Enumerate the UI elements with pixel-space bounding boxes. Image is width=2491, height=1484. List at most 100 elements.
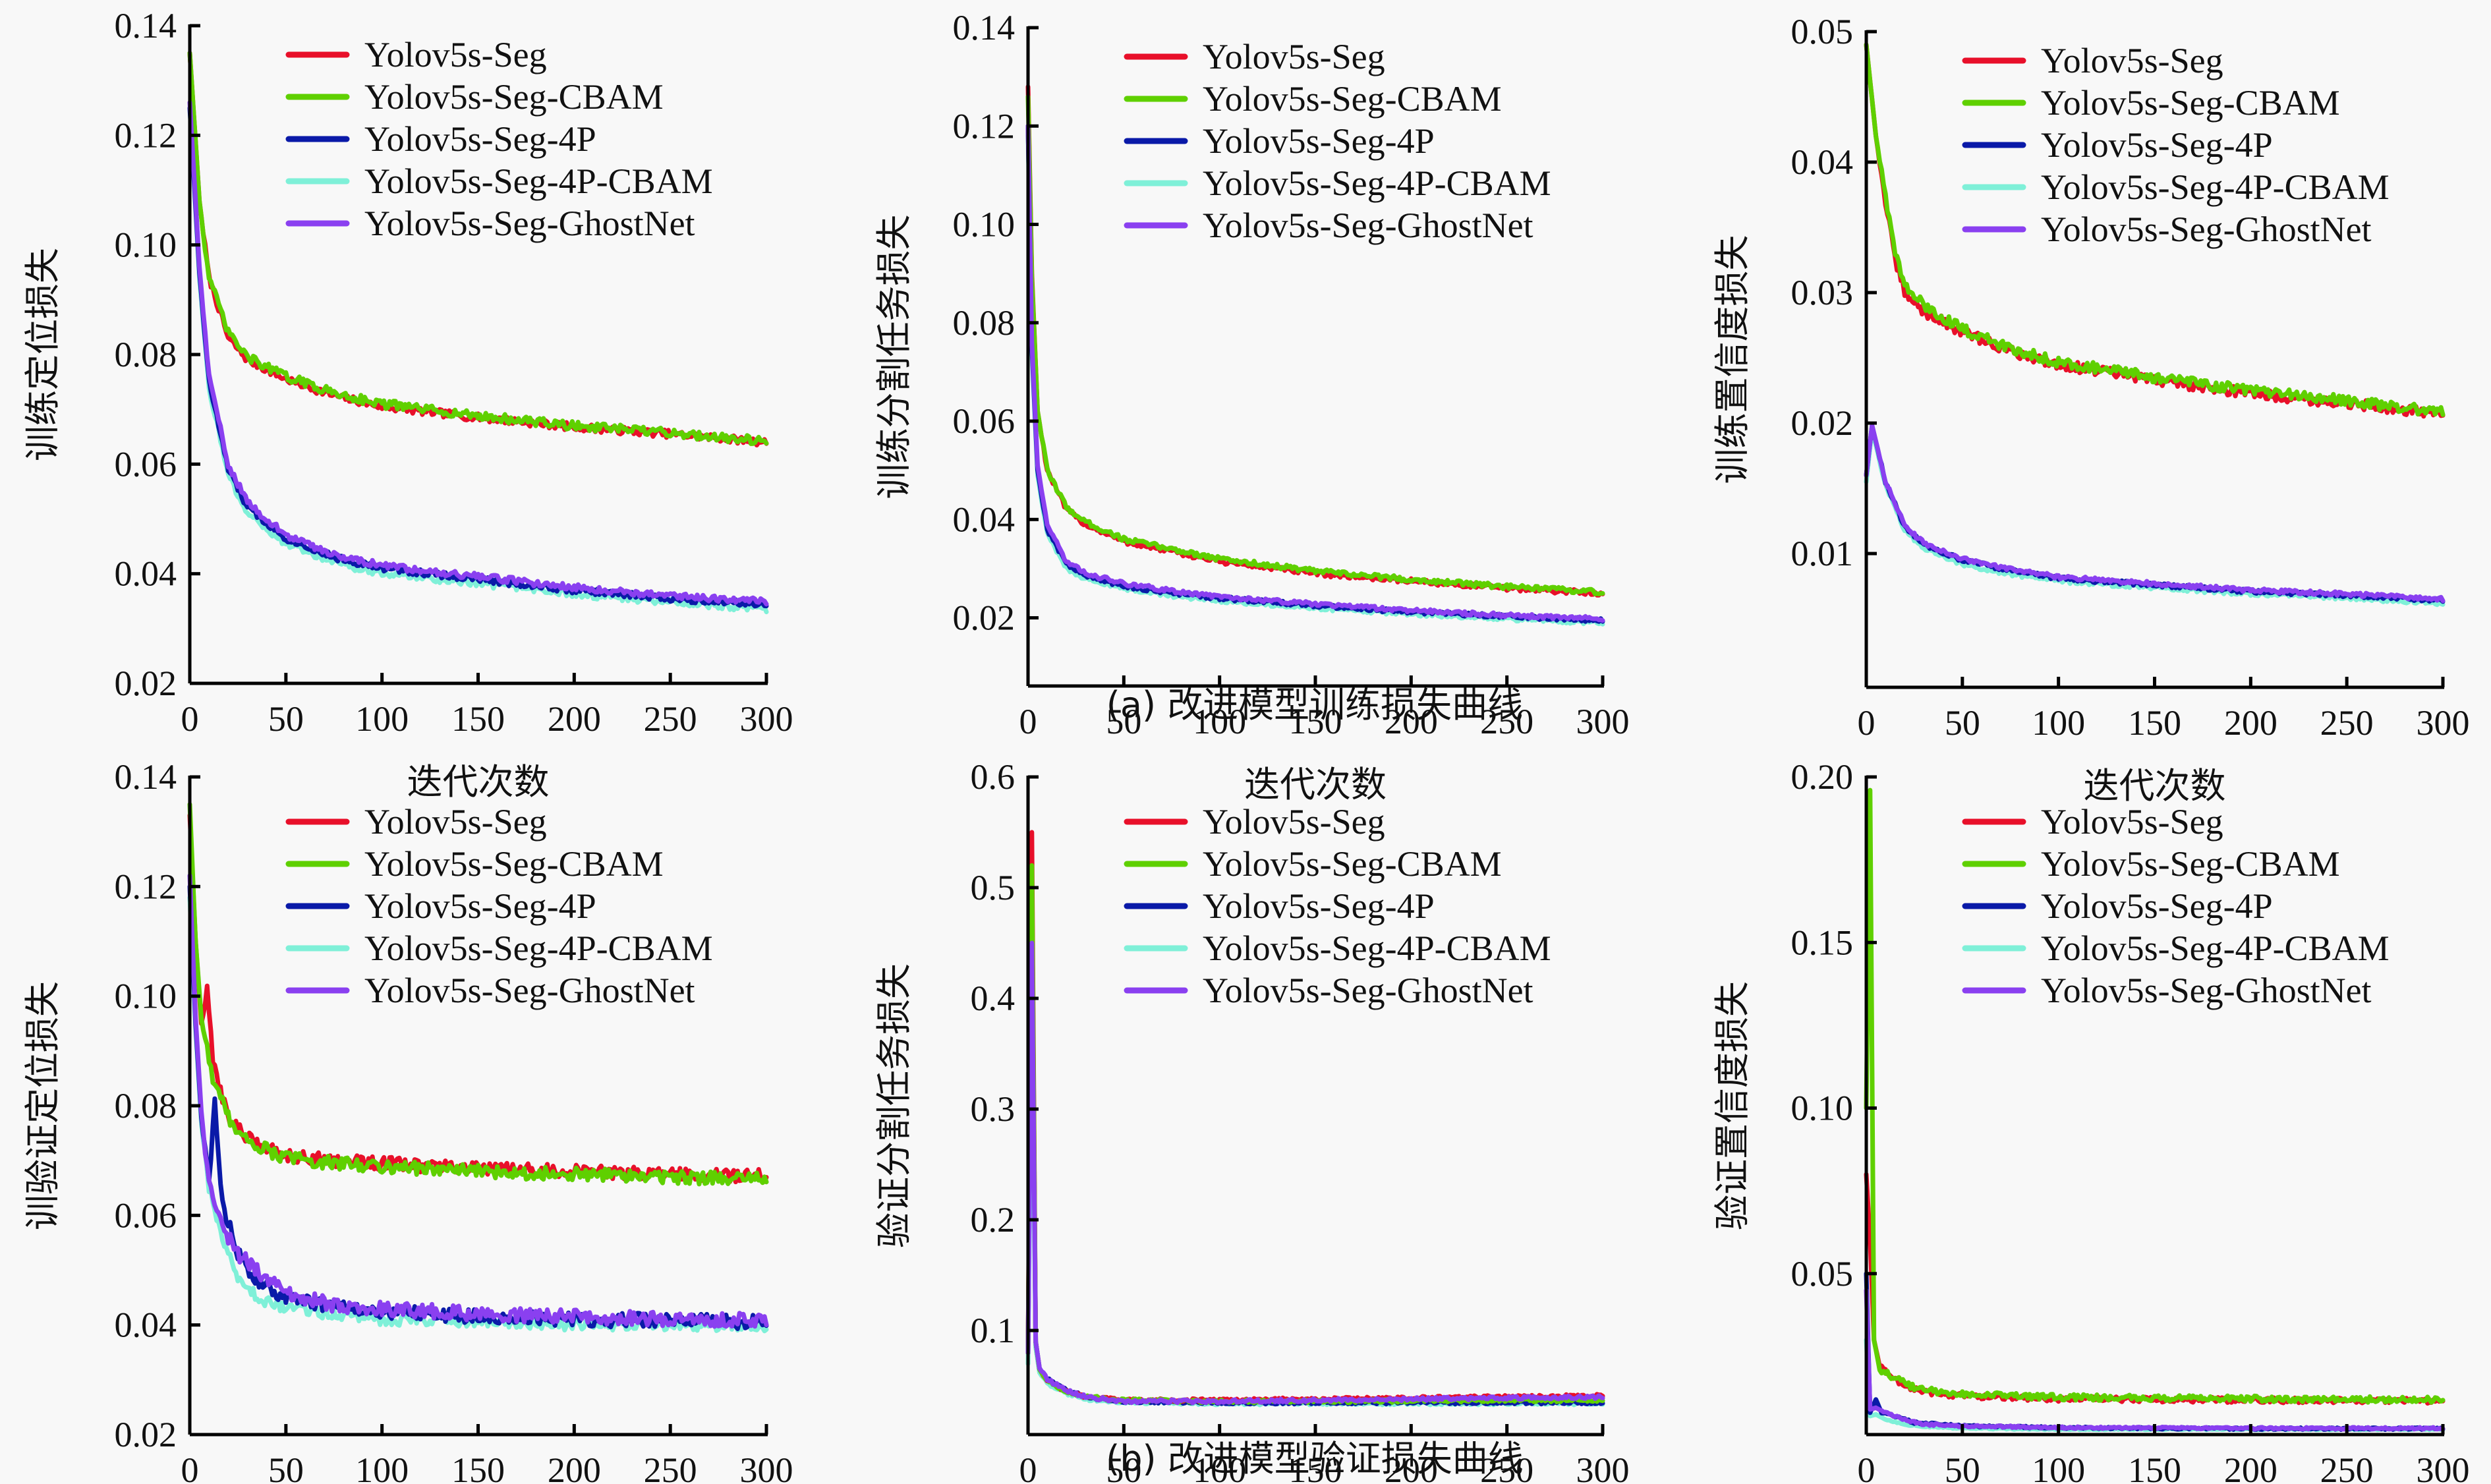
- legend-label: Yolov5s-Seg-CBAM: [364, 77, 664, 117]
- y-tick-label: 0.12: [115, 867, 177, 906]
- y-tick-label: 0.04: [953, 499, 1016, 539]
- series-line-yolov5s-seg-ghostnet: [1025, 940, 1605, 1406]
- legend-label: Yolov5s-Seg-CBAM: [1203, 844, 1502, 884]
- legend-label: Yolov5s-Seg-CBAM: [2041, 83, 2340, 123]
- legend-label: Yolov5s-Seg-GhostNet: [364, 971, 695, 1010]
- chart-panel-4: 0.02 0.04 0.06 0.08 0.10 0.12 0.14 0 50 100 150 200…: [22, 757, 793, 1484]
- x-tick-label: 0: [1858, 1450, 1875, 1484]
- legend-label: Yolov5s-Seg: [2041, 41, 2223, 80]
- x-tick-label: 0: [1858, 703, 1875, 743]
- legend-label: Yolov5s-Seg: [2041, 802, 2223, 842]
- legend-label: Yolov5s-Seg-4P-CBAM: [1203, 163, 1551, 203]
- y-tick-label: 0.12: [953, 106, 1016, 146]
- y-axis-title: 验证置信度损失: [1711, 981, 1753, 1230]
- y-tick-label: 0.02: [953, 598, 1016, 638]
- legend-label: Yolov5s-Seg-4P-CBAM: [2041, 167, 2390, 207]
- x-tick-label: 300: [740, 699, 793, 739]
- y-tick-label: 0.05: [1791, 1254, 1854, 1294]
- x-tick-label: 250: [2320, 1450, 2374, 1484]
- x-tick-label: 200: [1385, 1450, 1438, 1484]
- x-tick-label: 250: [644, 699, 697, 739]
- y-tick-label: 0.14: [115, 757, 177, 797]
- y-tick-label: 0.10: [1791, 1089, 1854, 1128]
- series-line-yolov5s-seg-ghostnet: [1864, 423, 2446, 604]
- y-tick-label: 0.02: [115, 1415, 177, 1454]
- series-line-yolov5s-seg-ghostnet: [1025, 123, 1605, 623]
- series-line-yolov5s-seg-cbam: [187, 51, 769, 446]
- legend-label: Yolov5s-Seg: [364, 35, 547, 74]
- y-tick-label: 0.10: [953, 205, 1016, 244]
- legend-label: Yolov5s-Seg-4P: [364, 119, 596, 159]
- legend-label: Yolov5s-Seg-4P: [2041, 125, 2273, 165]
- y-tick-label: 0.06: [953, 401, 1016, 441]
- caption-a: (a) 改进模型训练损失曲线: [1106, 684, 1523, 726]
- x-tick-label: 200: [548, 1450, 601, 1484]
- legend-label: Yolov5s-Seg-GhostNet: [2041, 971, 2372, 1010]
- legend-label: Yolov5s-Seg: [364, 802, 547, 842]
- legend-label: Yolov5s-Seg-4P-CBAM: [364, 928, 713, 968]
- x-tick-label: 50: [268, 699, 304, 739]
- x-tick-label: 100: [1193, 702, 1246, 741]
- x-tick-label: 150: [451, 699, 505, 739]
- x-tick-label: 300: [740, 1450, 793, 1484]
- x-tick-label: 200: [2224, 703, 2277, 743]
- y-tick-label: 0.04: [115, 554, 177, 594]
- legend-label: Yolov5s-Seg-4P-CBAM: [364, 161, 713, 201]
- y-tick-label: 0.04: [1791, 142, 1854, 182]
- y-tick-label: 0.08: [115, 335, 177, 374]
- y-tick-label: 0.1: [971, 1311, 1016, 1350]
- x-tick-label: 50: [1106, 702, 1141, 741]
- y-tick-label: 0.20: [1791, 757, 1854, 797]
- x-tick-label: 150: [451, 1450, 505, 1484]
- legend-label: Yolov5s-Seg-4P-CBAM: [2041, 928, 2390, 968]
- y-tick-label: 0.5: [971, 868, 1016, 907]
- chart-panel-5: 0.1 0.2 0.3 0.4 0.5 0.6 0 50 100 150 200 250 300 迭代次数…: [873, 757, 1630, 1484]
- y-tick-label: 0.06: [115, 444, 177, 484]
- legend-label: Yolov5s-Seg-4P: [2041, 886, 2273, 926]
- x-tick-label: 300: [1576, 702, 1630, 741]
- y-tick-label: 0.04: [115, 1305, 177, 1345]
- y-tick-label: 0.02: [1791, 403, 1854, 443]
- y-axis-title: 训练定位损失: [22, 248, 63, 461]
- y-tick-label: 0.06: [115, 1195, 177, 1235]
- x-tick-label: 100: [2032, 1450, 2085, 1484]
- y-tick-label: 0.14: [115, 6, 177, 45]
- x-tick-label: 100: [355, 699, 409, 739]
- x-tick-label: 0: [181, 699, 199, 739]
- x-tick-label: 200: [548, 699, 601, 739]
- legend-label: Yolov5s-Seg-GhostNet: [2041, 210, 2372, 249]
- y-axis-title: 验证分割任务损失: [873, 963, 915, 1248]
- x-tick-label: 300: [2417, 703, 2470, 743]
- x-tick-label: 200: [1385, 702, 1438, 741]
- chart-panel-3: 0.01 0.02 0.03 0.04 0.05 0 50 100 150 200 250 300 迭代…: [1711, 12, 2470, 807]
- legend-label: Yolov5s-Seg: [1203, 802, 1385, 842]
- chart-panel-1: 0.020.040.060.080.100.120.140 50 100 150 200…: [22, 6, 793, 803]
- legend-label: Yolov5s-Seg-4P: [1203, 121, 1435, 161]
- legend-label: Yolov5s-Seg-CBAM: [364, 844, 664, 884]
- x-tick-label: 100: [1193, 1450, 1246, 1484]
- legend: Yolov5s-SegYolov5s-Seg-CBAMYolov5s-Seg-4…: [1962, 41, 2390, 249]
- x-tick-label: 50: [1106, 1450, 1141, 1484]
- x-tick-label: 50: [1945, 1450, 1980, 1484]
- y-tick-label: 0.10: [115, 225, 177, 265]
- y-tick-label: 0.08: [953, 303, 1016, 343]
- series-line-yolov5s-seg-cbam: [187, 802, 769, 1187]
- legend-label: Yolov5s-Seg-GhostNet: [1203, 206, 1533, 245]
- y-tick-label: 0.02: [115, 664, 177, 703]
- x-tick-label: 300: [1576, 1450, 1630, 1484]
- y-tick-label: 0.4: [971, 979, 1016, 1018]
- legend: Yolov5s-SegYolov5s-Seg-CBAMYolov5s-Seg-4…: [285, 35, 713, 243]
- x-tick-label: 0: [181, 1450, 199, 1484]
- legend-label: Yolov5s-Seg-GhostNet: [364, 204, 695, 243]
- chart-panel-2: 0.02 0.04 0.06 0.08 0.10 0.12 0.14 0 50 100 150 200…: [873, 8, 1630, 805]
- x-axis-title: 迭代次数: [2084, 765, 2226, 807]
- y-tick-label: 0.15: [1791, 923, 1854, 962]
- legend-label: Yolov5s-Seg-CBAM: [1203, 79, 1502, 119]
- x-tick-label: 150: [2128, 1450, 2181, 1484]
- chart-panel-6: 0.05 0.10 0.15 0.20 0 50 100 150 200 250 300 迭代次数验证…: [1711, 757, 2470, 1484]
- legend: Yolov5s-SegYolov5s-Seg-CBAMYolov5s-Seg-4…: [1124, 37, 1551, 245]
- x-tick-label: 100: [2032, 703, 2085, 743]
- x-tick-label: 250: [644, 1450, 697, 1484]
- legend-label: Yolov5s-Seg: [1203, 37, 1385, 76]
